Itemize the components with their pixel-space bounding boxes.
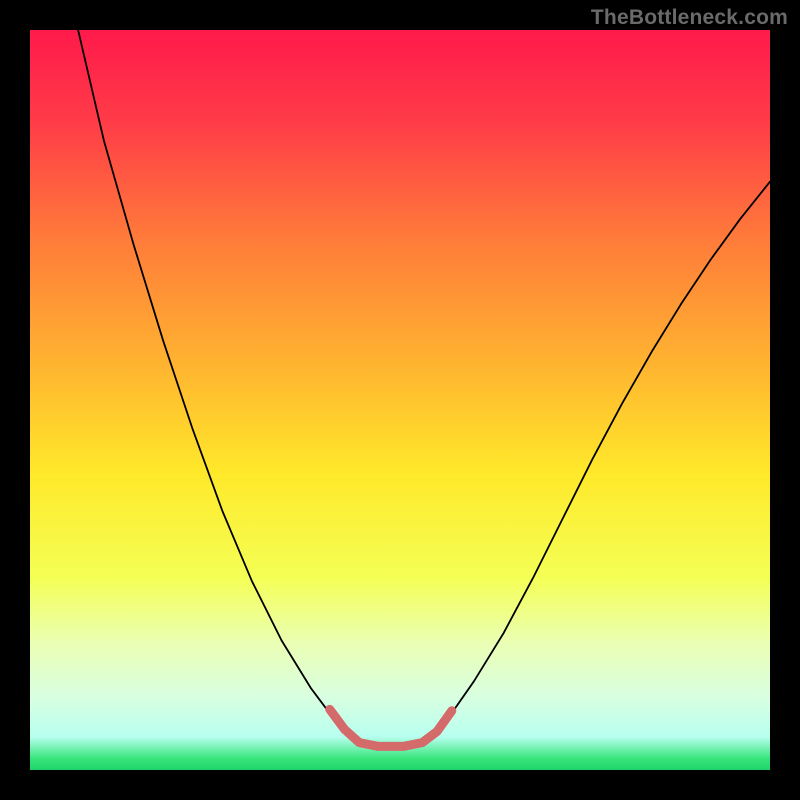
- chart-frame: TheBottleneck.com: [0, 0, 800, 800]
- gradient-background: [30, 30, 770, 770]
- bottleneck-chart: [30, 30, 770, 770]
- plot-area: [30, 30, 770, 770]
- attribution-text: TheBottleneck.com: [591, 6, 788, 30]
